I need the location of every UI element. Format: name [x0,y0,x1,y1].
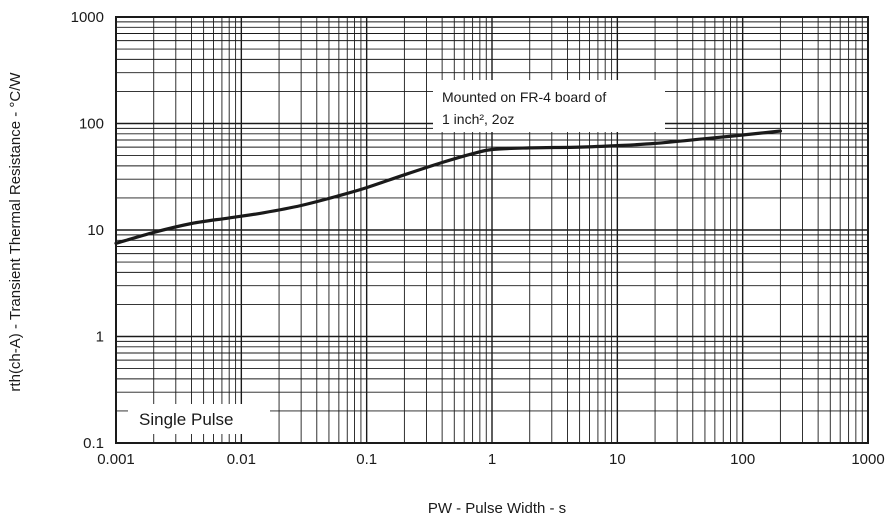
y-tick-label: 1000 [71,9,104,26]
x-tick-label: 10 [609,451,626,468]
x-tick-label: 1 [488,451,496,468]
y-tick-label: 1 [96,329,104,346]
single-pulse-label: Single Pulse [128,404,270,434]
mount-note-line1: Mounted on FR-4 board of [442,89,606,105]
x-tick-label: 0.01 [227,451,256,468]
x-tick-label: 100 [730,451,755,468]
y-axis-title: rth(ch-A) - Transient Thermal Resistance… [7,72,24,392]
plot-frame [115,16,869,444]
mount-note-line2: 1 inch², 2oz [442,111,514,127]
y-tick-label: 100 [79,116,104,133]
y-tick-label: 10 [87,222,104,239]
x-tick-label: 0.1 [356,451,377,468]
curve-layer [114,129,782,245]
x-axis-title: PW - Pulse Width - s [428,500,566,517]
grid-lines [115,17,868,444]
y-axis-ticks: 0.1 1 10 100 1000 [71,9,104,452]
x-tick-label: 0.001 [97,451,135,468]
single-pulse-text: Single Pulse [139,410,234,429]
x-axis-ticks: 0.001 0.01 0.1 1 10 100 1000 [97,451,884,468]
thermal-resistance-curve [114,129,782,245]
y-tick-label: 0.1 [83,435,104,452]
x-tick-label: 1000 [851,451,884,468]
mount-note: Mounted on FR-4 board of 1 inch², 2oz [433,80,665,132]
